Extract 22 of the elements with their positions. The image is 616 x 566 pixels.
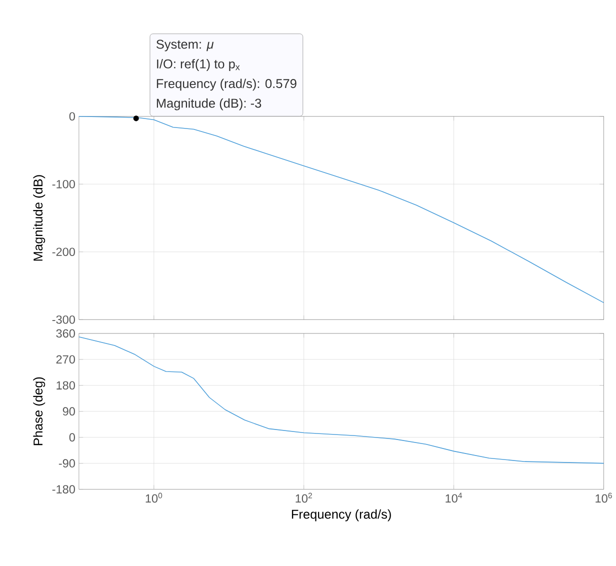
y-tick-label: 360 bbox=[56, 329, 75, 338]
y-tick-label: -100 bbox=[52, 180, 75, 188]
y-tick-label: 270 bbox=[56, 355, 75, 364]
text: I/O: ref(1) to p$_{x}$ bbox=[157, 58, 240, 71]
y-tick-label: -300 bbox=[52, 315, 75, 324]
text: System: μ bbox=[156, 40, 214, 52]
x-axis-title: Frequency (rad/s) bbox=[292, 509, 391, 522]
y-tick-label: 90 bbox=[62, 407, 75, 416]
x-tick-label: 10$^{4}$ bbox=[446, 492, 462, 502]
y-axis-title: Magnitude (dB) bbox=[33, 175, 46, 261]
y-tick-label: -200 bbox=[52, 248, 75, 256]
x-tick-label: 10$^{0}$ bbox=[146, 492, 162, 503]
y-tick-label: -180 bbox=[52, 485, 75, 494]
y-tick-label: -90 bbox=[58, 459, 75, 468]
y-axis-title: Phase (deg) bbox=[33, 377, 46, 445]
annotation: Magnitude (dB): -3 bbox=[156, 98, 262, 110]
y-tick-label: 0 bbox=[69, 433, 75, 442]
x-tick-label: 10$^{6}$ bbox=[596, 492, 612, 503]
y-tick-label: 180 bbox=[56, 381, 75, 390]
y-tick-label: 0 bbox=[69, 112, 75, 120]
text: Frequency (rad/s): 0.579 bbox=[156, 78, 296, 91]
x-tick-label: 10$^{2}$ bbox=[296, 492, 312, 503]
